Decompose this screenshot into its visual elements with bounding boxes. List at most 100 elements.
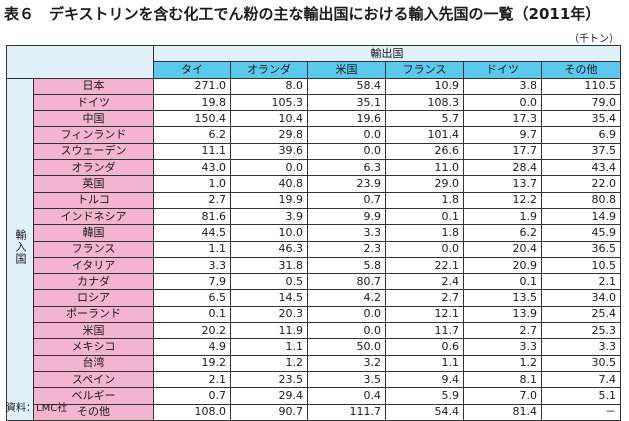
table-cell: 0.7 [153, 387, 231, 405]
row-label: 台湾 [33, 354, 154, 372]
table-cell: 3.8 [463, 77, 542, 95]
table-cell: 6.2 [463, 224, 542, 242]
table-cell: 111.7 [307, 403, 386, 421]
table-cell: 25.4 [541, 305, 621, 324]
table-cell: 6.3 [307, 159, 386, 177]
table-cell: 20.3 [230, 305, 308, 324]
table-cell: 1.1 [230, 338, 308, 356]
table-cell: 81.6 [153, 207, 231, 226]
table-cell: 12.2 [463, 191, 542, 209]
table-cell: 1.0 [153, 175, 231, 193]
table-cell: 6.2 [153, 126, 231, 144]
table-cell: 2.1 [153, 370, 231, 389]
table-cell: 0.1 [463, 273, 542, 291]
table-cell: 90.7 [230, 403, 308, 421]
row-label: インドネシア [33, 207, 154, 226]
table-cell: 6.5 [153, 289, 231, 307]
table-cell: 19.6 [307, 110, 386, 128]
importer-header-label: 輸入国 [14, 229, 27, 266]
table-cell: 0.5 [230, 273, 308, 291]
import-source-table: 輸出国 タイ オランダ 米国 フランス ドイツ その他 輸入国 日本 271.0 8.0 58.4… [6, 44, 621, 421]
row-label: フランス [33, 240, 154, 258]
row-label: オランダ [33, 159, 154, 177]
row-label: 米国 [33, 322, 154, 340]
row-label: 英国 [33, 175, 154, 193]
table-cell: 50.0 [307, 338, 386, 356]
table-cell: 3.3 [541, 338, 621, 356]
table-cell: 80.7 [307, 273, 386, 291]
table-cell: 23.5 [230, 370, 308, 389]
table-cell: 1.2 [463, 354, 542, 372]
table-cell: 4.2 [307, 289, 386, 307]
table-cell: 20.2 [153, 322, 231, 340]
table-cell: 11.1 [153, 142, 231, 161]
table-row: スウェーデン 11.1 39.6 0.0 26.6 17.7 37.5 [7, 142, 621, 161]
table-cell: 2.1 [541, 273, 621, 291]
table-cell: 3.9 [230, 207, 308, 226]
column-header: オランダ [230, 61, 308, 79]
table-cell: 30.5 [541, 354, 621, 372]
importer-header: 輸入国 [6, 77, 34, 421]
table-cell: 54.4 [385, 403, 464, 421]
table-cell: 35.1 [307, 93, 386, 112]
table-cell: 10.0 [230, 224, 308, 242]
table-cell: 13.9 [463, 305, 542, 324]
exporter-header: 輸出国 [153, 44, 621, 63]
table-cell: 1.1 [153, 240, 231, 258]
table-cell: 2.3 [307, 240, 386, 258]
table-cell: 3.2 [307, 354, 386, 372]
table-cell: 22.1 [385, 256, 464, 275]
table-cell: 1.2 [230, 354, 308, 372]
row-label: 韓国 [33, 224, 154, 242]
row-label: フィンランド [33, 126, 154, 144]
table-cell: 108.0 [153, 403, 231, 421]
table-cell: 2.4 [385, 273, 464, 291]
table-cell: 19.8 [153, 93, 231, 112]
table-row: ベルギー 0.7 29.4 0.4 5.9 7.0 5.1 [7, 387, 621, 405]
table-row: スペイン 2.1 23.5 3.5 9.4 8.1 7.4 [7, 370, 621, 389]
table-cell: 4.9 [153, 338, 231, 356]
table-cell: 44.5 [153, 224, 231, 242]
table-cell: 34.0 [541, 289, 621, 307]
row-label: スウェーデン [33, 142, 154, 161]
table-cell: 2.7 [385, 289, 464, 307]
table-row: カナダ 7.9 0.5 80.7 2.4 0.1 2.1 [7, 273, 621, 291]
table-row: フィンランド 6.2 29.8 0.0 101.4 9.7 6.9 [7, 126, 621, 144]
table-row: メキシコ 4.9 1.1 50.0 0.6 3.3 3.3 [7, 338, 621, 356]
row-label: メキシコ [33, 338, 154, 356]
table-cell: 43.0 [153, 159, 231, 177]
table-cell: 58.4 [307, 77, 386, 95]
table-cell: 29.0 [385, 175, 464, 193]
table-cell: 0.0 [230, 159, 308, 177]
table-cell: 2.7 [153, 191, 231, 209]
column-header: 米国 [307, 61, 386, 79]
table-cell: 36.5 [541, 240, 621, 258]
table-cell: 9.9 [307, 207, 386, 226]
table-cell: 0.0 [385, 240, 464, 258]
column-header: その他 [541, 61, 621, 79]
table-cell: 13.7 [463, 175, 542, 193]
table-row: ロシア 6.5 14.5 4.2 2.7 13.5 34.0 [7, 289, 621, 307]
table-cell: 5.9 [385, 387, 464, 405]
table-cell: 3.5 [307, 370, 386, 389]
table-row: 韓国 44.5 10.0 3.3 1.8 6.2 45.9 [7, 224, 621, 242]
table-cell: 20.9 [463, 256, 542, 275]
table-cell: 6.9 [541, 126, 621, 144]
table-cell: 10.9 [385, 77, 464, 95]
table-cell: 0.0 [307, 126, 386, 144]
table-cell: 7.4 [541, 370, 621, 389]
table-cell: 37.5 [541, 142, 621, 161]
corner-cell [6, 45, 154, 79]
table-cell: 0.0 [463, 93, 542, 112]
table-cell: 35.4 [541, 110, 621, 128]
table-cell: 3.3 [153, 256, 231, 275]
table-cell: 0.1 [153, 305, 231, 324]
table-cell: 29.4 [230, 387, 308, 405]
table-cell: 0.0 [307, 322, 386, 340]
table-cell: 105.3 [230, 93, 308, 112]
row-label: 日本 [33, 77, 154, 95]
table-cell: 0.4 [307, 387, 386, 405]
table-cell: 28.4 [463, 159, 542, 177]
row-label: カナダ [33, 273, 154, 291]
row-label: ロシア [33, 289, 154, 307]
